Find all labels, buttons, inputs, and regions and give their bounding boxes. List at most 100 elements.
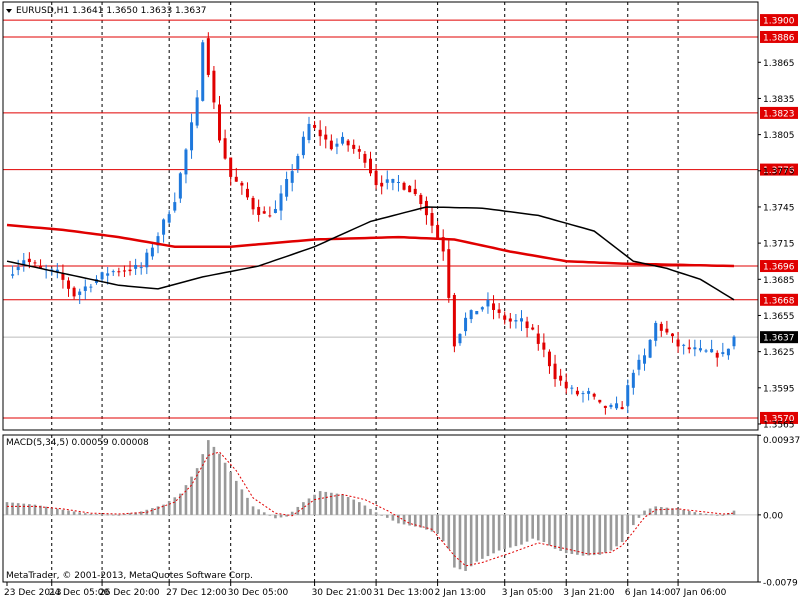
candle [307,116,311,144]
candle-body [173,202,177,211]
candle-body [245,188,249,198]
macd-bar [542,514,546,543]
candle [575,387,579,397]
copyright-text: MetaTrader, © 2001-2013, MetaQuotes Soft… [6,571,253,581]
candle [162,218,166,243]
candle [16,259,20,276]
macd-bar [39,505,42,515]
macd-bar [475,514,479,562]
macd-panel [3,435,758,582]
dropdown-arrow-icon[interactable] [6,9,12,13]
candle [452,292,456,353]
candle [447,240,451,303]
candle [637,354,641,376]
candle-body [111,271,115,273]
candle-body [223,138,227,159]
macd-bar [643,510,646,515]
candle [419,192,423,211]
candle [486,292,490,314]
candle [497,303,501,319]
candle-body [335,143,339,147]
candle [206,32,210,78]
candle [55,263,59,279]
candle-body [385,179,389,183]
candle [570,385,574,395]
time-label: 30 Dec 05:00 [228,588,289,598]
candle [615,396,619,410]
candle-body [631,372,635,388]
candle-body [587,391,591,394]
candle [519,310,523,332]
candle-body [447,249,451,298]
macd-bar [665,507,669,515]
candle [492,295,496,320]
candle-body [346,140,350,146]
time-label: 26 Dec 20:00 [99,588,160,598]
candle-body [257,206,261,215]
macd-bar [458,514,462,570]
macd-bar [151,508,154,515]
macd-bar [570,514,574,554]
candle [710,339,714,353]
candle [648,338,652,359]
macd-bar [548,514,551,546]
candle-body [262,211,266,214]
macd-bar [693,512,697,515]
candle [72,286,76,300]
macd-bar [302,502,305,515]
macd-tick-label: 0.00 [763,511,783,521]
macd-bar [497,514,501,551]
price-panel [3,2,758,430]
candle-body [553,363,557,380]
macd-bar [83,513,87,515]
candle [67,277,71,297]
macd-bar [313,494,316,515]
macd-bar [687,511,691,515]
candle [257,199,261,222]
candle [78,288,82,305]
candle [184,148,188,184]
candle [670,333,674,343]
candle [480,306,484,312]
candle [273,200,277,214]
candle [128,260,132,276]
macd-bar [223,462,227,515]
price-tick-label: 1.3625 [763,348,795,358]
time-label: 7 Jan 06:00 [675,588,727,598]
candle-body [156,236,160,246]
macd-bar [704,513,708,515]
candle-body [212,70,216,103]
time-label: 3 Jan 05:00 [502,588,554,598]
candle [262,206,266,214]
candle [553,354,557,387]
candle-body [469,310,473,320]
candle-body [436,225,440,238]
candle [458,333,462,346]
time-label: 3 Jan 21:00 [563,588,615,598]
price-tick-label: 1.3655 [763,312,795,322]
candle [329,134,333,151]
macd-bar [162,504,165,515]
candle [469,309,473,324]
candle-body [61,273,65,280]
macd-bar [44,506,48,515]
macd-bar [559,514,562,551]
price-level-label: 1.3823 [763,109,795,119]
macd-bar [290,511,294,515]
price-level-label: 1.3696 [763,263,795,273]
candle-body [503,315,507,320]
candle [150,241,154,260]
candle [508,313,512,329]
candle-body [670,333,674,337]
candle [11,265,15,279]
macd-bar [335,493,339,515]
candle [609,403,613,410]
price-tick-label: 1.3595 [763,384,795,394]
candle-body [11,274,15,276]
macd-bar [28,504,31,515]
candle-body [609,404,613,408]
candle [39,259,43,269]
time-label: 2 Jan 13:00 [435,588,487,598]
macd-bar [441,514,445,542]
candle-body [430,212,434,226]
